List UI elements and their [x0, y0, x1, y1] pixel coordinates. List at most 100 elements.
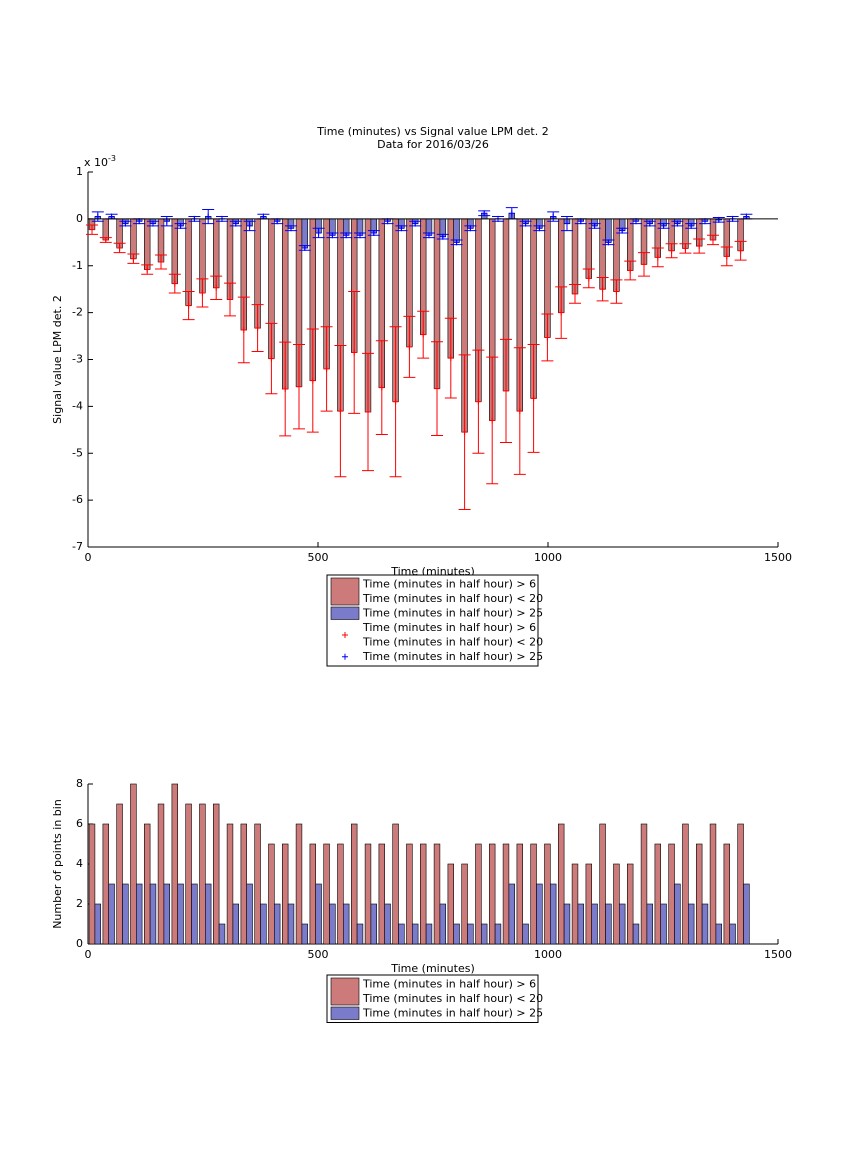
bar: [530, 843, 537, 945]
y-tick-label: -1: [72, 259, 83, 272]
bar: [157, 803, 165, 945]
y-tick-label: 4: [76, 857, 83, 870]
x-tick-label: 1500: [764, 551, 792, 564]
legend-swatch: [330, 977, 360, 1006]
bar: [461, 863, 468, 945]
bar: [632, 923, 640, 945]
y-tick-label: 0: [76, 212, 83, 225]
bar: [475, 843, 482, 945]
marker: [122, 220, 129, 227]
y-tick-label: 6: [76, 817, 83, 830]
bar: [144, 823, 151, 945]
bar: [660, 903, 667, 945]
legend-label: Time (minutes in half hour) > 6: [362, 577, 536, 590]
bar: [384, 903, 391, 945]
bar: [516, 843, 523, 945]
marker: [268, 355, 275, 362]
marker: [508, 210, 515, 217]
legend-label: Time (minutes in half hour) > 25: [362, 650, 543, 663]
bar: [295, 823, 303, 945]
bar: [144, 218, 151, 270]
bar: [605, 903, 612, 945]
marker: [447, 355, 454, 362]
marker: [481, 210, 488, 217]
bar: [136, 883, 143, 945]
legend-swatch: [330, 577, 360, 606]
bar: [370, 903, 377, 945]
chart-title: Time (minutes) vs Signal value LPM det. …: [316, 125, 548, 138]
marker: [323, 365, 330, 372]
legend-label: Time (minutes in half hour) > 25: [362, 1006, 543, 1019]
legend-label: Time (minutes in half hour) < 20: [362, 635, 543, 648]
marker: [246, 222, 253, 229]
bar: [226, 823, 234, 945]
marker: [425, 232, 432, 239]
marker: [585, 275, 592, 282]
bar: [309, 843, 316, 945]
marker: [177, 222, 184, 229]
y-axis-label: Number of points in bin: [51, 799, 64, 929]
bar: [191, 883, 198, 945]
marker: [343, 232, 350, 239]
x-tick-label: 500: [308, 551, 329, 564]
multiplier-exponent: -3: [108, 154, 116, 163]
marker: [439, 233, 446, 240]
marker: [558, 309, 565, 316]
bar: [130, 218, 137, 260]
bar: [682, 823, 689, 945]
marker: [420, 331, 427, 338]
y-tick-label: -2: [72, 306, 83, 319]
bar: [171, 783, 179, 945]
marker: [563, 220, 570, 227]
bar: [337, 843, 344, 945]
legend-label: Time (minutes in half hour) > 6: [362, 977, 536, 990]
marker: [337, 408, 344, 415]
marker: [392, 398, 399, 405]
marker: [227, 296, 234, 303]
y-tick-label: -7: [72, 540, 83, 553]
bar: [273, 903, 281, 945]
bar: [715, 923, 722, 945]
marker: [737, 247, 744, 254]
bar: [591, 903, 598, 945]
bar: [558, 823, 565, 945]
marker: [240, 326, 247, 333]
marker: [688, 222, 695, 229]
y-multiplier: x 10-3: [84, 154, 116, 170]
bar: [199, 803, 206, 945]
x-tick-label: 1000: [534, 948, 562, 961]
marker: [682, 245, 689, 252]
bar: [163, 883, 170, 945]
marker: [309, 377, 316, 384]
y-tick-label: 0: [76, 937, 83, 950]
bar: [640, 823, 648, 945]
marker: [315, 229, 322, 236]
y-tick-label: 2: [76, 897, 83, 910]
bar: [356, 923, 364, 945]
marker: [646, 220, 653, 227]
bar: [502, 843, 510, 945]
marker: [378, 384, 385, 391]
marker: [503, 387, 510, 394]
marker: [475, 398, 482, 405]
bar: [687, 903, 695, 945]
bar: [536, 883, 543, 945]
bar: [599, 823, 606, 945]
legend-box: [326, 574, 539, 667]
bar: [364, 843, 372, 945]
bar: [433, 843, 441, 945]
legend-label: Time (minutes in half hour) > 25: [362, 606, 543, 619]
marker: [674, 220, 681, 227]
bar: [351, 823, 358, 945]
marker: [453, 239, 460, 246]
bar: [218, 923, 226, 945]
marker: [287, 225, 294, 232]
x-tick-label: 0: [85, 551, 92, 564]
bar: [696, 843, 703, 945]
bar: [246, 883, 253, 945]
marker: [572, 290, 579, 297]
bar: [613, 863, 620, 945]
bar: [254, 823, 261, 945]
marker: [516, 408, 523, 415]
bar: [177, 883, 184, 945]
